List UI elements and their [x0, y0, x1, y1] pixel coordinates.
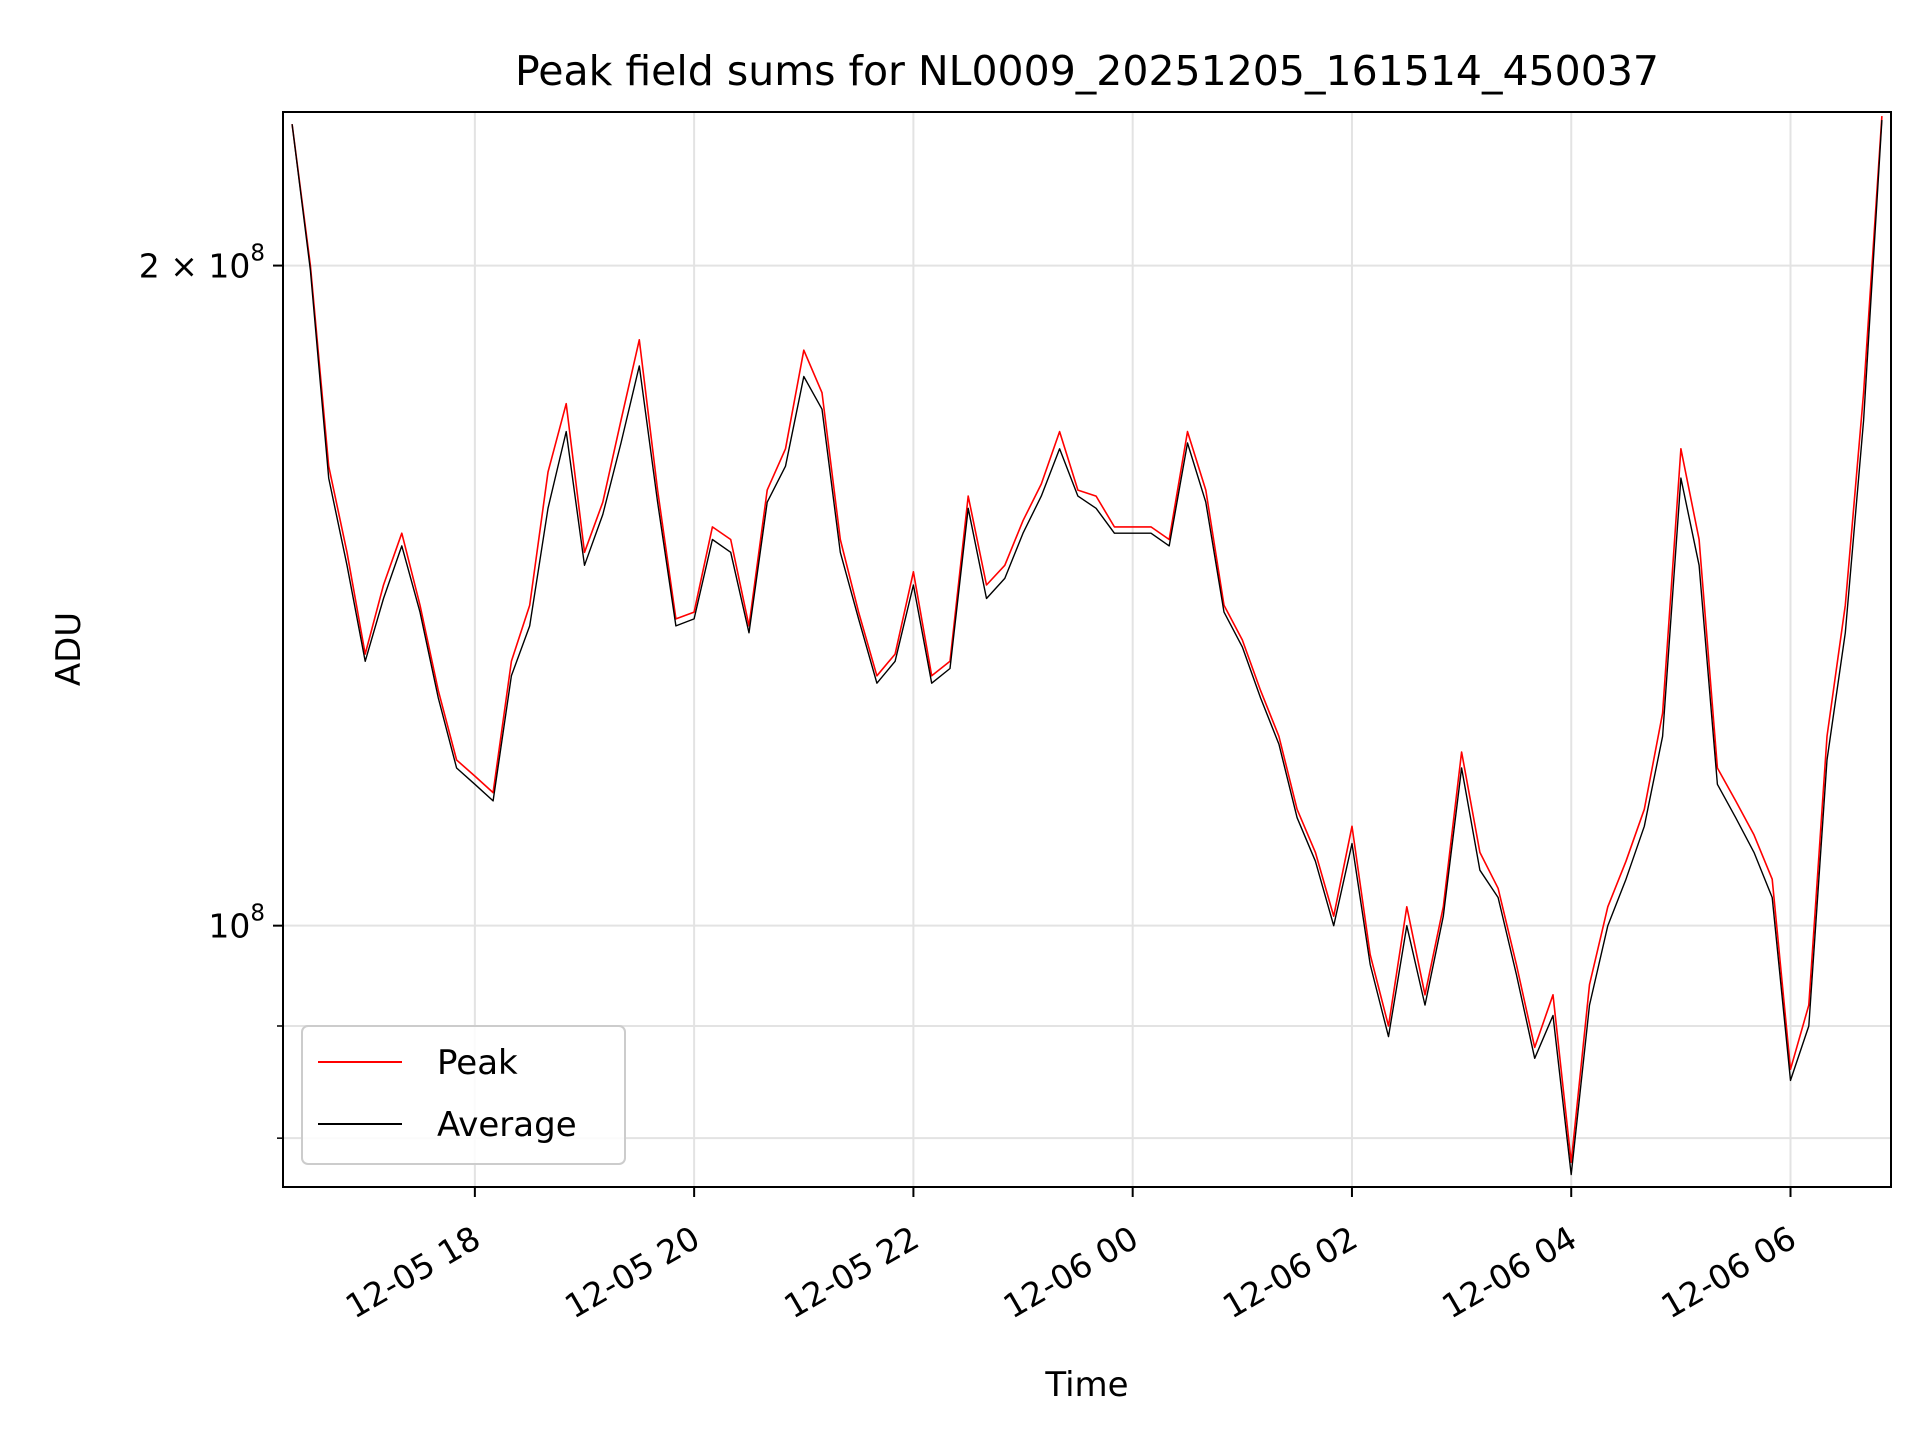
y-tick-base: 2 × 10 [139, 247, 251, 286]
legend-box [301, 1025, 626, 1165]
y-tick-label: 2 × 108 [139, 241, 265, 286]
chart-title: Peak field sums for NL0009_20251205_1615… [515, 47, 1659, 95]
series-line-average [291, 120, 1883, 1176]
y-axis-label: ADU [49, 612, 89, 686]
y-tick-label: 108 [208, 901, 265, 946]
x-axis-label: Time [1044, 1365, 1128, 1405]
plot-frame [282, 111, 1892, 1188]
legend: Peak Average [301, 1025, 626, 1165]
legend-label-peak: Peak [437, 1043, 518, 1083]
y-tick-base: 10 [208, 907, 250, 946]
legend-label-average: Average [437, 1105, 577, 1145]
y-tick-exponent: 8 [250, 241, 265, 267]
y-tick-exponent: 8 [250, 901, 265, 927]
series-lines [291, 116, 1883, 1176]
series-line-peak [291, 116, 1883, 1164]
